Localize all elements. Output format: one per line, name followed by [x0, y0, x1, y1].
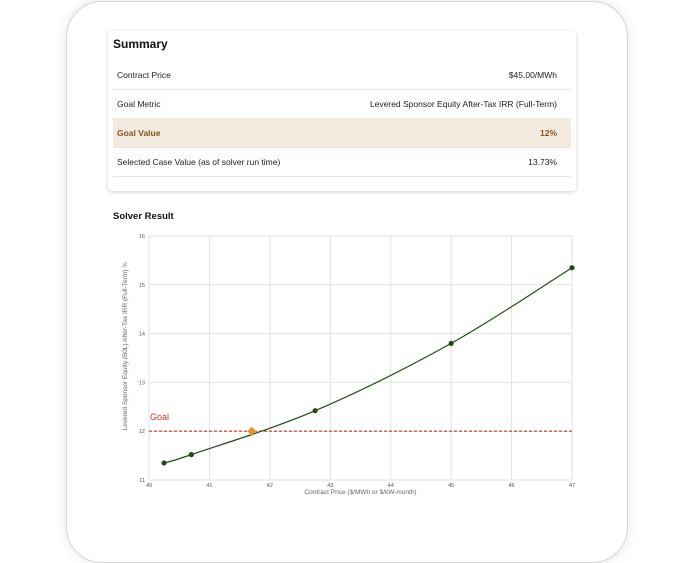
- x-tick-label: 41: [206, 483, 212, 489]
- row-value: Levered Sponsor Equity After-Tax IRR (Fu…: [369, 99, 557, 109]
- x-tick-label: 44: [388, 483, 394, 489]
- data-point: [448, 340, 454, 346]
- summary-row-contract-price: Contract Price $45.00/MWh: [113, 60, 571, 90]
- x-tick-label: 40: [146, 483, 152, 489]
- row-label: Selected Case Value (as of solver run ti…: [117, 157, 281, 167]
- row-value: $45.00/MWh: [508, 70, 557, 80]
- row-value: 13.73%: [528, 157, 557, 167]
- summary-card: Summary Contract Price $45.00/MWh Goal M…: [108, 31, 576, 191]
- summary-row-goal-value: Goal Value 12%: [113, 118, 571, 148]
- x-tick-label: 46: [509, 483, 515, 489]
- data-point: [312, 408, 318, 414]
- x-tick-label: 43: [327, 483, 333, 489]
- solution-marker: [247, 426, 257, 436]
- data-point: [161, 460, 167, 466]
- row-label: Goal Value: [117, 128, 161, 138]
- y-tick-label: 16: [139, 234, 145, 240]
- x-axis-label: Contract Price ($/MWh or $/kW-month): [304, 489, 416, 496]
- y-axis-unit: %: [123, 262, 129, 268]
- y-tick-label: 11: [139, 478, 145, 484]
- row-label: Contract Price: [117, 70, 171, 80]
- x-tick-label: 47: [569, 483, 575, 489]
- series-line: [163, 267, 573, 464]
- y-tick-label: 14: [139, 332, 145, 338]
- y-tick-label: 12: [139, 429, 145, 435]
- summary-title: Summary: [113, 37, 168, 51]
- solver-result-chart: 40 41 42 43 44 45 46 47 11 12 13 14 15 16 Contract Pri…: [122, 234, 575, 496]
- data-point: [188, 452, 194, 458]
- goal-label: Goal: [150, 412, 169, 422]
- y-tick-label: 15: [139, 283, 145, 289]
- row-label: Goal Metric: [117, 99, 161, 109]
- y-tick-label: 13: [139, 380, 145, 386]
- x-tick-label: 45: [448, 483, 454, 489]
- data-point: [569, 265, 575, 271]
- plot-area: [148, 235, 573, 481]
- y-axis-label: Levered Sponsor Equity (B0L) After-Tax I…: [122, 270, 129, 431]
- x-tick-label: 42: [267, 483, 273, 489]
- summary-row-selected-case-value: Selected Case Value (as of solver run ti…: [113, 147, 571, 177]
- row-value: 12%: [539, 128, 557, 138]
- solver-result-title: Solver Result: [113, 211, 174, 222]
